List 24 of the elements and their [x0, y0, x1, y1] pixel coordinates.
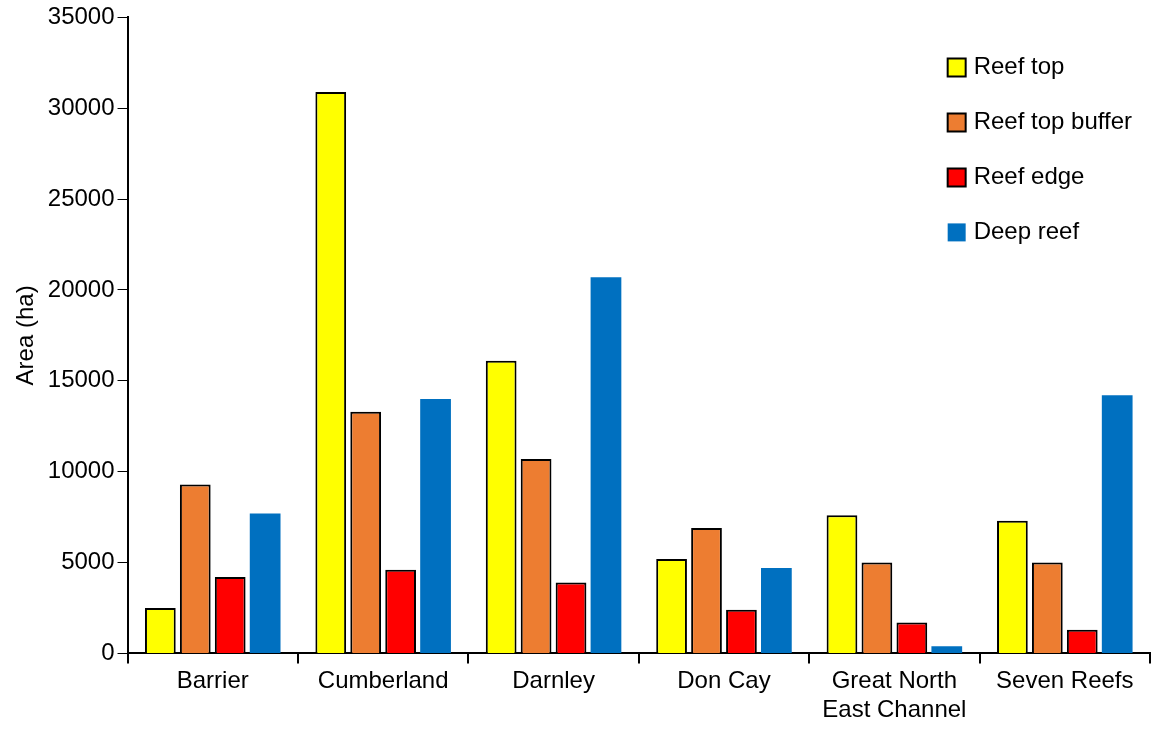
y-tick-label: 15000	[47, 365, 115, 393]
legend-label: Reef edge	[973, 162, 1085, 190]
bar	[931, 646, 963, 653]
x-tick-label: Barrier	[176, 666, 249, 694]
y-tick-label: 10000	[47, 456, 115, 484]
y-tick-label: 30000	[47, 92, 115, 120]
bar	[1101, 395, 1133, 653]
legend-label: Reef top	[973, 52, 1065, 80]
legend-label: Deep reef	[973, 217, 1080, 245]
x-tick-label: Darnley	[512, 666, 595, 694]
x-tick-label: Cumberland	[317, 666, 449, 694]
y-tick-label: 0	[101, 638, 115, 666]
x-tick-label: Don Cay	[677, 666, 771, 694]
y-tick-label: 25000	[47, 183, 115, 211]
legend-label: Reef top buffer	[973, 107, 1133, 135]
y-tick-label: 35000	[47, 2, 115, 30]
bar	[420, 399, 451, 653]
y-axis-title: Area (ha)	[11, 285, 39, 386]
x-tick-label: Seven Reefs	[996, 666, 1134, 694]
y-tick-label: 5000	[61, 547, 115, 575]
bar	[590, 277, 622, 653]
bar	[249, 513, 281, 653]
y-tick-label: 20000	[47, 274, 115, 302]
x-tick-label: Great North East Channel	[822, 666, 967, 723]
